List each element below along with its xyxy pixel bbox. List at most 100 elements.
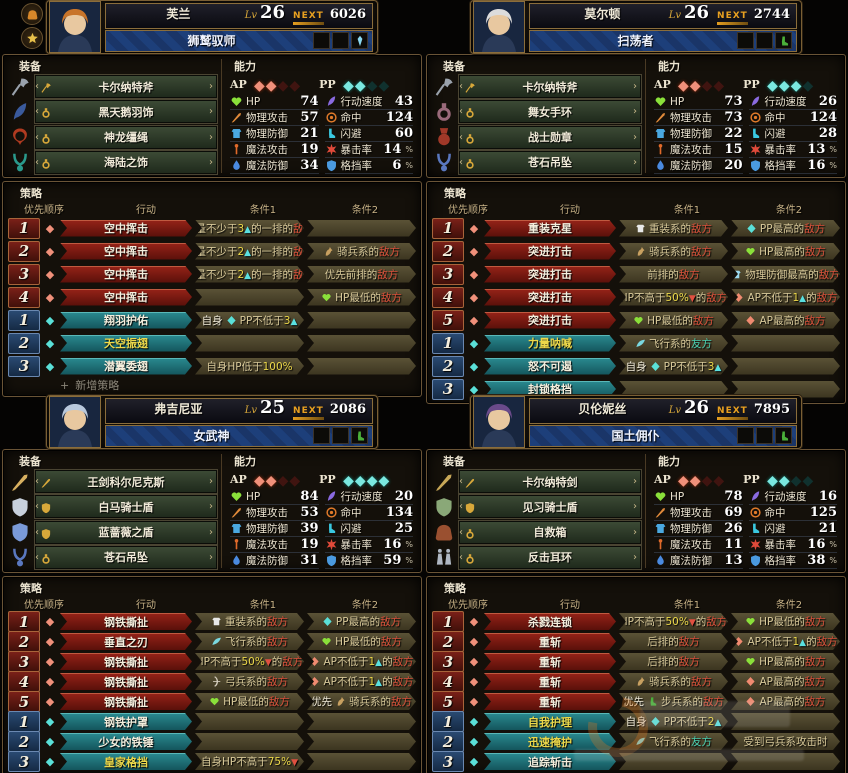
action-name[interactable]: 突进打击 — [484, 289, 616, 306]
next-item-arrow[interactable]: › — [633, 131, 637, 143]
strategy-row[interactable]: 2 ◆ 突进打击 骑兵系的敌方 HP最高的敌方 — [432, 240, 840, 262]
condition-slot[interactable]: 优先 步兵系的敌方 — [619, 693, 728, 710]
action-name[interactable]: 力量呐喊 — [484, 335, 616, 352]
strategy-row[interactable]: 1 ◆ 力量呐喊 飞行系的友方 — [432, 332, 840, 354]
next-item-arrow[interactable]: › — [633, 526, 637, 538]
strategy-row[interactable]: 3 ◆ 突进打击 前排的敌方 物理防御最高的敌方 — [432, 263, 840, 285]
equipment-slot-button[interactable]: ‹ 卡尔纳特斧 › — [459, 75, 641, 99]
prev-item-arrow[interactable]: ‹ — [459, 81, 463, 93]
strategy-row[interactable]: 4 ◆ 突进打击 HP不高于50%▼的敌方 AP不低于1▲的敌方 — [432, 286, 840, 308]
condition-slot-empty[interactable] — [619, 753, 728, 770]
equipment-slot-button[interactable]: ‹ 舞女手环 › — [459, 100, 641, 124]
condition-slot-empty[interactable] — [307, 312, 416, 329]
next-item-arrow[interactable]: › — [633, 106, 637, 118]
action-name[interactable]: 重斩 — [484, 673, 616, 690]
condition-slot-empty[interactable] — [307, 753, 416, 770]
strategy-row[interactable]: 1 ◆ 自我护理 自身 PP不低于2▲ — [432, 711, 840, 732]
prev-item-arrow[interactable]: ‹ — [459, 106, 463, 118]
condition-slot[interactable]: AP最高的敌方 — [731, 693, 840, 710]
next-item-arrow[interactable]: › — [633, 156, 637, 168]
strategy-row[interactable]: 4 ◆ 空中挥击 HP最低的敌方 — [8, 286, 416, 308]
condition-slot[interactable]: HP最低的敌方 — [619, 312, 728, 329]
next-item-arrow[interactable]: › — [209, 106, 213, 118]
condition-slot[interactable]: 物理防御最高的敌方 — [731, 266, 840, 283]
next-item-arrow[interactable]: › — [209, 476, 213, 488]
condition-slot[interactable]: HP最高的敌方 — [731, 243, 840, 260]
condition-slot[interactable]: 后排的敌方 — [619, 633, 728, 650]
equipment-slot-button[interactable]: ‹ 卡尔纳特斧 › — [35, 75, 217, 99]
action-name[interactable]: 突进打击 — [484, 266, 616, 283]
strategy-row[interactable]: 1 ◆ 空中挥击 数量不少于3▲的一排的敌方 — [8, 217, 416, 239]
strategy-row[interactable]: 1 ◆ 钢铁撕扯 重装系的敌方 PP最高的敌方 — [8, 611, 416, 632]
action-name[interactable]: 钢铁护罩 — [60, 713, 192, 730]
condition-slot-empty[interactable] — [195, 713, 304, 730]
condition-slot[interactable]: 自身HP不高于75%▼ — [195, 753, 304, 770]
prev-item-arrow[interactable]: ‹ — [35, 81, 39, 93]
strategy-row[interactable]: 5 ◆ 突进打击 HP最低的敌方 AP最高的敌方 — [432, 309, 840, 331]
action-name[interactable]: 追踪斩击 — [484, 753, 616, 770]
prev-item-arrow[interactable]: ‹ — [35, 131, 39, 143]
condition-slot-empty[interactable] — [307, 220, 416, 237]
condition-slot[interactable]: 后排的敌方 — [619, 653, 728, 670]
condition-slot[interactable]: HP不高于50%▼的敌方 — [195, 653, 304, 670]
equipment-slot-button[interactable]: ‹ 神龙缰绳 › — [35, 125, 217, 149]
condition-slot-empty[interactable] — [307, 713, 416, 730]
next-item-arrow[interactable]: › — [209, 81, 213, 93]
next-item-arrow[interactable]: › — [209, 131, 213, 143]
condition-slot[interactable]: PP最高的敌方 — [731, 220, 840, 237]
condition-slot[interactable]: 飞行系的敌方 — [195, 633, 304, 650]
action-name[interactable]: 重斩 — [484, 653, 616, 670]
condition-slot[interactable]: HP最低的敌方 — [307, 633, 416, 650]
prev-item-arrow[interactable]: ‹ — [35, 476, 39, 488]
action-name[interactable]: 突进打击 — [484, 243, 616, 260]
condition-slot[interactable]: 数量不少于2▲的一排的敌方 — [195, 266, 304, 283]
action-name[interactable]: 空中挥击 — [60, 243, 192, 260]
strategy-row[interactable]: 2 ◆ 空中挥击 数量不少于2▲的一排的敌方 骑兵系的敌方 — [8, 240, 416, 262]
condition-slot[interactable]: AP不低于1▲的敌方 — [731, 289, 840, 306]
condition-slot[interactable]: PP最高的敌方 — [307, 613, 416, 630]
next-item-arrow[interactable]: › — [209, 501, 213, 513]
prev-item-arrow[interactable]: ‹ — [459, 501, 463, 513]
condition-slot[interactable]: 弓兵系的敌方 — [195, 673, 304, 690]
condition-slot[interactable]: AP最高的敌方 — [731, 312, 840, 329]
prev-item-arrow[interactable]: ‹ — [35, 106, 39, 118]
action-name[interactable]: 自我护理 — [484, 713, 616, 730]
condition-slot[interactable]: 受到弓兵系攻击时 — [731, 733, 840, 750]
condition-slot[interactable]: 前排的敌方 — [619, 266, 728, 283]
condition-slot[interactable]: HP最低的敌方 — [195, 693, 304, 710]
action-name[interactable]: 迅速掩护 — [484, 733, 616, 750]
prev-item-arrow[interactable]: ‹ — [459, 131, 463, 143]
strategy-row[interactable]: 2 ◆ 少女的铁锤 — [8, 731, 416, 752]
strategy-row[interactable]: 1 ◆ 杀戮连锁 HP不高于50%▼的敌方 HP最低的敌方 — [432, 611, 840, 632]
prev-item-arrow[interactable]: ‹ — [35, 501, 39, 513]
strategy-row[interactable]: 4 ◆ 重斩 骑兵系的敌方 AP最高的敌方 — [432, 671, 840, 692]
action-name[interactable]: 怒不可遏 — [484, 358, 616, 375]
condition-slot-empty[interactable] — [731, 713, 840, 730]
condition-slot-empty[interactable] — [619, 381, 728, 398]
condition-slot[interactable]: HP不高于50%▼的敌方 — [619, 613, 728, 630]
action-name[interactable]: 杀戮连锁 — [484, 613, 616, 630]
condition-slot[interactable]: 骑兵系的敌方 — [619, 243, 728, 260]
equipment-slot-button[interactable]: ‹ 反击耳环 › — [459, 545, 641, 569]
equipment-slot-button[interactable]: ‹ 卡尔纳特剑 › — [459, 470, 641, 494]
condition-slot[interactable]: 重装系的敌方 — [195, 613, 304, 630]
next-item-arrow[interactable]: › — [633, 81, 637, 93]
action-name[interactable]: 空中挥击 — [60, 220, 192, 237]
action-name[interactable]: 重斩 — [484, 693, 616, 710]
condition-slot-empty[interactable] — [731, 335, 840, 352]
action-name[interactable]: 空中挥击 — [60, 266, 192, 283]
strategy-row[interactable]: 1 ◆ 钢铁护罩 — [8, 711, 416, 732]
condition-slot[interactable]: 自身 PP不低于3▲ — [619, 358, 728, 375]
prev-item-arrow[interactable]: ‹ — [459, 476, 463, 488]
equipment-slot-button[interactable]: ‹ 见习骑士盾 › — [459, 495, 641, 519]
strategy-row[interactable]: 3 ◆ 封锁格挡 — [432, 378, 840, 400]
condition-slot[interactable]: 自身 PP不低于3▲ — [195, 312, 304, 329]
strategy-row[interactable]: 5 ◆ 重斩 优先 步兵系的敌方 AP最高的敌方 — [432, 691, 840, 712]
action-name[interactable]: 钢铁撕扯 — [60, 653, 192, 670]
strategy-row[interactable]: 1 ◆ 翔羽护佑 自身 PP不低于3▲ — [8, 309, 416, 331]
equipment-slot-button[interactable]: ‹ 海陆之饰 › — [35, 150, 217, 174]
action-name[interactable]: 垂直之刃 — [60, 633, 192, 650]
strategy-row[interactable]: 3 ◆ 空中挥击 数量不少于2▲的一排的敌方 优先前排的敌方 — [8, 263, 416, 285]
condition-slot[interactable]: HP不高于50%▼的敌方 — [619, 289, 728, 306]
prev-item-arrow[interactable]: ‹ — [459, 526, 463, 538]
